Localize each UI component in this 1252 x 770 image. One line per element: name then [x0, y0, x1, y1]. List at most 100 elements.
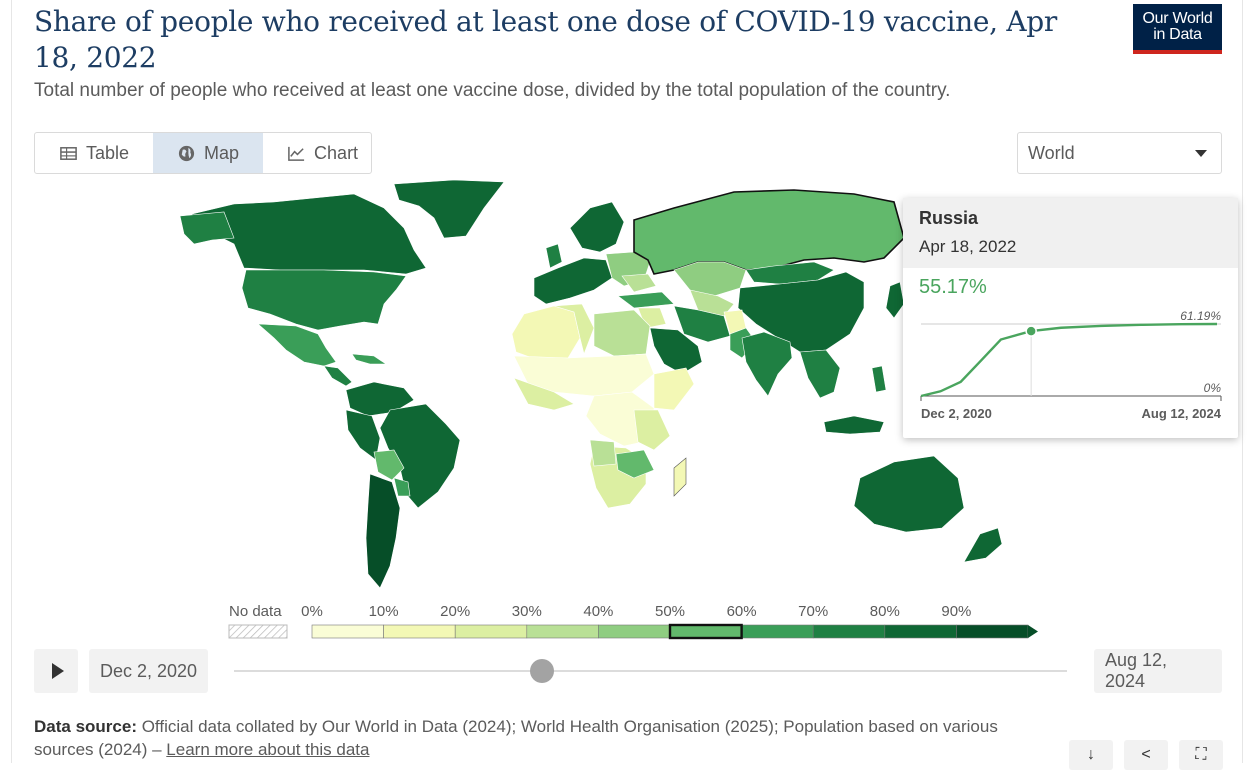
download-icon: ↓ — [1087, 746, 1095, 763]
region-select-value: World — [1028, 142, 1075, 163]
tooltip-country: Russia — [919, 208, 979, 228]
country-russia[interactable] — [633, 189, 905, 275]
legend-bin-5 — [669, 624, 742, 639]
sparkline-series-russia — [920, 322, 1218, 398]
logo-line-1: Our World — [1142, 10, 1213, 27]
tab-table[interactable]: Table — [35, 133, 153, 173]
map-legend: No data 0% 10% 20% 30% 40% 50% 60% 70% 80% 90% — [228, 603, 1038, 640]
legend-bin-9 — [956, 624, 1029, 639]
region-southeast-asia[interactable] — [799, 349, 841, 399]
download-button[interactable]: ↓ — [1069, 740, 1113, 770]
region-select[interactable]: World — [1017, 132, 1222, 174]
tooltip-header: Russia Apr 18, 2022 — [903, 198, 1238, 268]
country-turkey[interactable] — [617, 291, 675, 309]
line-chart-icon — [288, 146, 305, 161]
tab-map-label: Map — [204, 142, 240, 163]
play-button[interactable] — [34, 649, 78, 693]
country-canada[interactable] — [191, 193, 427, 275]
data-source: Data source: Official data collated by O… — [34, 715, 1044, 761]
legend-bin-2 — [454, 624, 528, 639]
timeline-end-date[interactable]: Aug 12, 2024 — [1094, 649, 1222, 693]
country-uk[interactable] — [545, 243, 563, 269]
country-india[interactable] — [741, 331, 793, 397]
country-saudi-arabia[interactable] — [649, 327, 703, 375]
tooltip-value: 55.17% — [919, 276, 987, 298]
country-scandinavia[interactable] — [569, 201, 625, 253]
legend-highlighted-bin — [668, 623, 743, 640]
country-ukraine[interactable] — [621, 273, 657, 293]
country-argentina-chile[interactable] — [365, 473, 401, 589]
region-north-africa-west[interactable] — [511, 305, 581, 361]
legend-tick-4: 40% — [583, 603, 613, 620]
legend-tick-1: 10% — [369, 603, 399, 620]
globe-icon — [178, 145, 195, 161]
country-zambia-zimbabwe[interactable] — [615, 449, 655, 479]
region-indonesia[interactable] — [823, 415, 885, 435]
tab-chart-label: Chart — [314, 142, 359, 163]
country-mexico[interactable] — [257, 323, 337, 367]
legend-tick-3: 30% — [512, 603, 542, 620]
country-china[interactable] — [737, 271, 865, 353]
sparkline-x-end-label: Aug 12, 2024 — [1142, 406, 1222, 421]
country-colombia-venezuela[interactable] — [345, 381, 415, 417]
country-greenland[interactable] — [393, 179, 505, 239]
timeline-slider-handle[interactable] — [530, 659, 555, 683]
legend-arrow — [1028, 625, 1038, 638]
table-icon — [60, 146, 77, 160]
owid-logo[interactable]: Our World in Data — [1133, 4, 1222, 54]
timeline-track[interactable] — [234, 670, 1067, 672]
share-button[interactable]: < — [1124, 740, 1168, 770]
chevron-down-icon — [1195, 149, 1207, 157]
country-new-zealand[interactable] — [963, 527, 1003, 563]
legend-bin-3 — [526, 624, 599, 639]
legend-bin-0 — [311, 624, 384, 639]
legend-bin-8 — [884, 624, 957, 639]
sparkline-y-max-label: 61.19% — [1180, 309, 1221, 323]
legend-bin-7 — [812, 624, 886, 639]
country-usa[interactable] — [241, 269, 407, 331]
tooltip-sparkline: 61.19% 0% Dec 2, 2020 Aug 12, 2024 — [920, 309, 1222, 421]
fullscreen-button[interactable]: ⛶ — [1179, 740, 1223, 770]
region-west-africa[interactable] — [513, 377, 575, 411]
source-text: Official data collated by Our World in D… — [34, 717, 998, 759]
legend-tick-9: 90% — [941, 603, 971, 620]
legend-no-data-swatch — [228, 624, 288, 639]
timeline-controls: Dec 2, 2020 Aug 12, 2024 — [34, 649, 1222, 694]
tab-table-label: Table — [86, 142, 130, 163]
legend-tick-5: 50% — [655, 603, 685, 620]
country-algeria[interactable] — [553, 303, 595, 355]
region-central-america[interactable] — [323, 365, 353, 387]
tab-chart[interactable]: Chart — [263, 133, 382, 173]
country-australia[interactable] — [853, 455, 965, 533]
tooltip-date: Apr 18, 2022 — [919, 237, 1017, 256]
country-angola[interactable] — [589, 439, 617, 467]
country-madagascar[interactable] — [673, 457, 687, 497]
fullscreen-icon: ⛶ — [1195, 746, 1207, 763]
sparkline-x-start-label: Dec 2, 2020 — [921, 406, 992, 421]
country-usa-alaska[interactable] — [179, 211, 235, 245]
region-caribbean[interactable] — [351, 353, 387, 365]
country-bolivia[interactable] — [373, 449, 405, 481]
country-paraguay[interactable] — [393, 477, 411, 497]
learn-more-link[interactable]: Learn more about this data — [166, 740, 370, 759]
legend-bin-1 — [383, 624, 456, 639]
legend-tick-8: 80% — [870, 603, 900, 620]
region-horn-of-africa[interactable] — [653, 367, 695, 411]
region-east-africa[interactable] — [633, 409, 671, 451]
timeline-start-date[interactable]: Dec 2, 2020 — [89, 649, 209, 693]
world-map[interactable] — [34, 178, 1224, 598]
legend-tick-0: 0% — [301, 603, 323, 620]
country-mongolia[interactable] — [745, 261, 835, 285]
tab-map[interactable]: Map — [153, 133, 264, 173]
region-central-asia[interactable] — [689, 289, 735, 317]
country-japan[interactable] — [885, 281, 905, 319]
region-western-europe[interactable] — [533, 257, 613, 305]
country-brazil[interactable] — [379, 403, 461, 509]
logo-line-2: in Data — [1153, 26, 1202, 43]
source-label: Data source: — [34, 717, 137, 736]
country-kazakhstan[interactable] — [673, 261, 747, 297]
region-philippines[interactable] — [871, 365, 887, 393]
legend-no-data-label: No data — [229, 603, 282, 620]
share-icon: < — [1141, 746, 1151, 763]
view-tabs: Table Map Chart — [34, 132, 372, 174]
